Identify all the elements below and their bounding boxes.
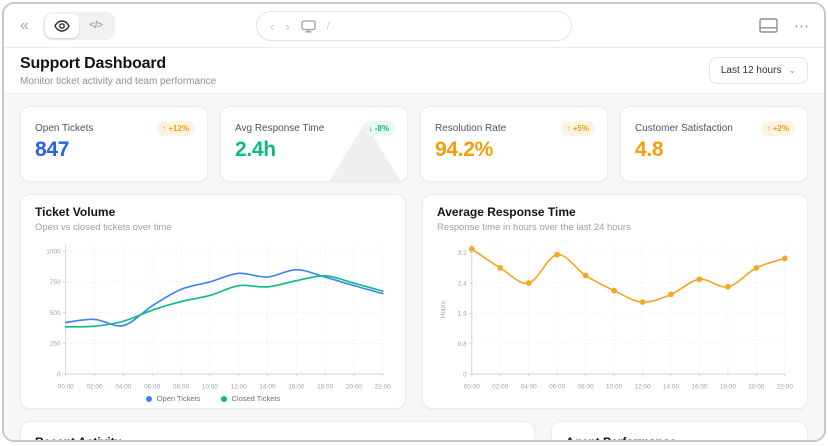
svg-text:08:00: 08:00 (173, 383, 190, 390)
svg-text:0.8: 0.8 (458, 341, 467, 348)
recent-activity-card: Recent Activity (20, 421, 535, 440)
svg-text:06:00: 06:00 (144, 383, 161, 390)
chart-legend: Open Tickets Closed Tickets (35, 394, 391, 403)
time-range-value: Last 12 hours (720, 65, 782, 76)
svg-text:0: 0 (463, 371, 467, 378)
nav-back-icon[interactable]: ‹ (270, 18, 275, 34)
svg-text:3.2: 3.2 (458, 250, 467, 257)
agent-performance-card: Agent Performance (550, 421, 808, 440)
code-toggle-button[interactable]: </> (79, 14, 113, 38)
window-layout-icon[interactable] (759, 18, 778, 33)
chart-subtitle: Response time in hours over the last 24 … (437, 222, 631, 233)
chevron-down-icon: ⌄ (788, 65, 796, 76)
stat-value: 94.2% (435, 138, 494, 161)
stat-card-avg-response-time: ↓ -8% Avg Response Time 2.4h (220, 106, 408, 182)
delta-badge: ↑ +12% (156, 121, 195, 136)
section-title: Agent Performance (566, 435, 793, 440)
svg-text:20:00: 20:00 (346, 383, 363, 390)
svg-text:06:00: 06:00 (549, 383, 566, 390)
delta-badge: ↓ -8% (362, 121, 395, 136)
toolbar-right: ⋯ (759, 17, 810, 35)
svg-text:22:00: 22:00 (375, 383, 391, 390)
stat-value: 847 (35, 138, 70, 161)
svg-text:10:00: 10:00 (202, 383, 219, 390)
chart-title: Average Response Time (437, 205, 576, 219)
legend-item: Open Tickets (145, 394, 201, 403)
chart-subtitle: Open vs closed tickets over time (35, 222, 172, 233)
ticket-volume-chart: 00:00 02:00 04:00 06:00 08:00 10:00 12:00 14:00… (46, 245, 391, 390)
legend-dot-icon (145, 395, 152, 402)
svg-text:22:00: 22:00 (777, 383, 793, 390)
delta-badge: ↑ +2% (760, 121, 795, 136)
ticket-volume-chart-card: Ticket Volume Open vs closed tickets ove… (20, 194, 406, 409)
svg-text:02:00: 02:00 (492, 383, 509, 390)
svg-text:12:00: 12:00 (634, 383, 651, 390)
page-header-text: Support Dashboard Monitor ticket activit… (20, 55, 216, 87)
bottom-row: Recent Activity Agent Performance (20, 421, 808, 440)
stat-label: Customer Satisfaction (635, 123, 733, 134)
top-toolbar: « </> ‹ › / ⋯ (4, 4, 824, 48)
stat-value: 4.8 (635, 138, 664, 161)
stat-card-customer-satisfaction: ↑ +2% Customer Satisfaction 4.8 (620, 106, 808, 182)
svg-text:14:00: 14:00 (259, 383, 276, 390)
svg-text:0: 0 (57, 371, 61, 378)
stat-card-resolution-rate: ↑ +5% Resolution Rate 94.2% (420, 106, 608, 182)
svg-text:16:00: 16:00 (288, 383, 305, 390)
legend-dot-icon (220, 395, 227, 402)
stat-label: Open Tickets (35, 123, 94, 134)
stat-value: 2.4h (235, 138, 276, 161)
svg-text:1000: 1000 (46, 249, 61, 256)
svg-text:00:00: 00:00 (58, 383, 75, 390)
svg-text:250: 250 (50, 341, 61, 348)
avg-response-time-chart-card: Average Response Time Response time in h… (422, 194, 808, 409)
cursor-triangle-decoration (317, 123, 407, 181)
svg-text:00:00: 00:00 (464, 383, 481, 390)
svg-text:16:00: 16:00 (691, 383, 708, 390)
page-title: Support Dashboard (20, 54, 166, 72)
svg-text:750: 750 (50, 279, 61, 286)
avg-response-time-chart: 00:00 02:00 04:00 06:00 08:00 10:00 12:00 14:00… (440, 245, 793, 390)
more-options-icon[interactable]: ⋯ (794, 17, 810, 35)
legend-item: Closed Tickets (220, 394, 280, 403)
svg-text:08:00: 08:00 (578, 383, 595, 390)
stat-row: ↑ +12% Open Tickets 847 ↓ -8% Avg Respon… (20, 106, 808, 182)
charts-row: Ticket Volume Open vs closed tickets ove… (20, 194, 808, 409)
code-icon: </> (89, 20, 103, 31)
svg-text:12:00: 12:00 (231, 383, 248, 390)
stat-card-open-tickets: ↑ +12% Open Tickets 847 (20, 106, 208, 182)
view-toggle: </> (42, 11, 115, 40)
time-range-select[interactable]: Last 12 hours ⌄ (708, 57, 808, 84)
dashboard-content: ↑ +12% Open Tickets 847 ↓ -8% Avg Respon… (4, 94, 824, 440)
delta-badge: ↑ +5% (560, 121, 595, 136)
svg-text:02:00: 02:00 (86, 383, 103, 390)
monitor-icon[interactable] (301, 19, 316, 33)
page-header: Support Dashboard Monitor ticket activit… (4, 48, 824, 94)
svg-text:2.4: 2.4 (458, 280, 467, 287)
svg-text:14:00: 14:00 (663, 383, 680, 390)
nav-forward-icon[interactable]: › (285, 18, 290, 34)
section-title: Recent Activity (35, 435, 520, 440)
svg-text:500: 500 (50, 310, 61, 317)
svg-text:Hours: Hours (440, 301, 447, 318)
stat-label: Avg Response Time (235, 123, 325, 134)
chart-title: Ticket Volume (35, 205, 116, 219)
svg-text:10:00: 10:00 (606, 383, 623, 390)
stat-label: Resolution Rate (435, 123, 507, 134)
svg-text:18:00: 18:00 (720, 383, 737, 390)
eye-icon (54, 19, 70, 32)
url-path: / (326, 20, 330, 32)
svg-text:04:00: 04:00 (115, 383, 132, 390)
url-bar[interactable]: ‹ › / (256, 11, 572, 41)
svg-text:20:00: 20:00 (748, 383, 765, 390)
page-subtitle: Monitor ticket activity and team perform… (20, 75, 217, 87)
svg-text:1.6: 1.6 (458, 311, 467, 318)
svg-text:18:00: 18:00 (317, 383, 334, 390)
svg-text:04:00: 04:00 (521, 383, 538, 390)
preview-toggle-button[interactable] (44, 13, 79, 38)
collapse-sidebar-icon[interactable]: « (20, 16, 29, 34)
